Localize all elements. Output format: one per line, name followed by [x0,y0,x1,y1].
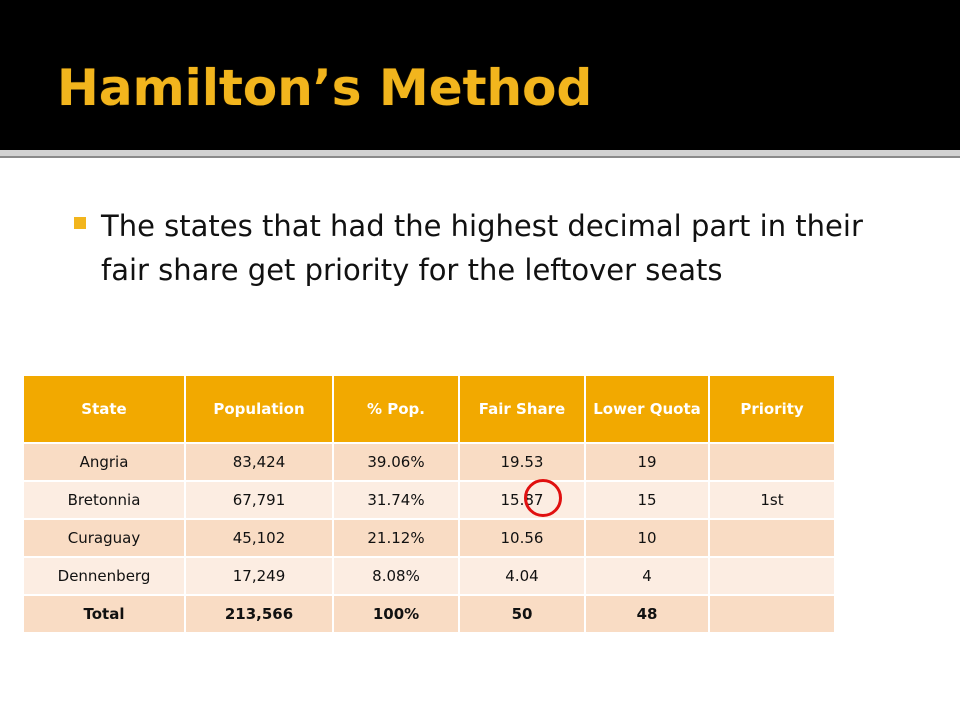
red-circle-highlight-icon [524,479,562,517]
cell-population: 17,249 [185,556,334,595]
cell-fair-share-highlighted: 15.87 [459,479,586,519]
total-priority [709,594,834,632]
header-lower-quota: Lower Quota [585,376,710,443]
slide-title: Hamilton’s Method [57,59,593,117]
cell-fair-share: 10.56 [459,518,586,557]
cell-population: 83,424 [185,442,334,481]
cell-priority [709,518,834,557]
apportionment-table-container: State Population % Pop. Fair Share Lower… [24,376,834,632]
table-header-row: State Population % Pop. Fair Share Lower… [24,376,834,443]
header-population: Population [185,376,334,443]
cell-state: Bretonnia [24,480,186,519]
header-divider-light [0,150,960,156]
table-total-row: Total 213,566 100% 50 48 [24,594,834,632]
total-percent-pop: 100% [333,594,460,632]
total-fair-share: 50 [459,594,586,632]
cell-state: Angria [24,442,186,481]
cell-priority [709,442,834,481]
cell-percent-pop: 31.74% [333,480,460,519]
cell-percent-pop: 8.08% [333,556,460,595]
cell-state: Dennenberg [24,556,186,595]
cell-fair-share: 4.04 [459,556,586,595]
cell-percent-pop: 39.06% [333,442,460,481]
table-row: Dennenberg 17,249 8.08% 4.04 4 [24,556,834,595]
square-bullet-icon [74,217,86,229]
cell-lower-quota: 19 [585,442,710,481]
cell-lower-quota: 4 [585,556,710,595]
cell-lower-quota: 10 [585,518,710,557]
cell-lower-quota: 15 [585,480,710,519]
table-row: Angria 83,424 39.06% 19.53 19 [24,442,834,481]
table-row: Curaguay 45,102 21.12% 10.56 10 [24,518,834,557]
cell-priority [709,556,834,595]
total-lower-quota: 48 [585,594,710,632]
total-population: 213,566 [185,594,334,632]
total-label: Total [24,594,186,632]
header-fair-share: Fair Share [459,376,586,443]
cell-priority: 1st [709,480,834,519]
apportionment-table: State Population % Pop. Fair Share Lower… [24,376,834,632]
cell-fair-share: 19.53 [459,442,586,481]
slide-header-band [0,0,960,150]
header-percent-pop: % Pop. [333,376,460,443]
header-priority: Priority [709,376,834,443]
cell-state: Curaguay [24,518,186,557]
table-row: Bretonnia 67,791 31.74% 15.87 15 1st [24,479,834,519]
cell-population: 45,102 [185,518,334,557]
cell-population: 67,791 [185,480,334,519]
bullet-text: The states that had the highest decimal … [101,209,863,287]
cell-percent-pop: 21.12% [333,518,460,557]
header-state: State [24,376,186,443]
header-divider-dark [0,156,960,158]
